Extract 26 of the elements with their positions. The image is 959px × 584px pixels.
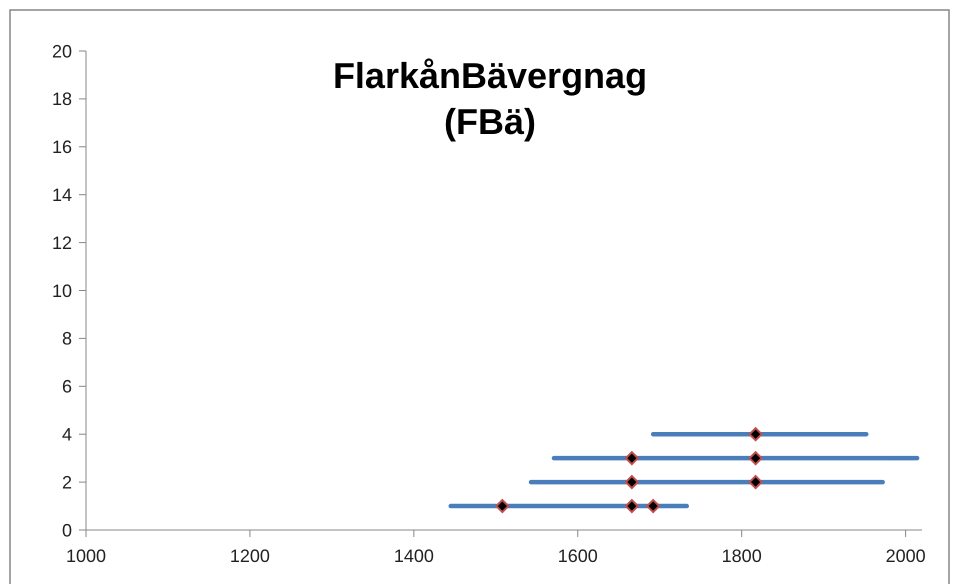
point: [748, 451, 763, 466]
x-tick-label: 1000: [66, 546, 106, 566]
x-tick-label: 1400: [394, 546, 434, 566]
y-tick-label: 4: [62, 424, 72, 444]
y-tick-label: 2: [62, 472, 72, 492]
point: [624, 475, 639, 490]
x-tick-label: 1200: [230, 546, 270, 566]
y-tick-label: 20: [52, 41, 72, 62]
text: FlarkånBävergnag (FBä): [332, 55, 648, 142]
y-tick-label: 14: [52, 185, 72, 205]
y-tick-label: 0: [62, 520, 72, 540]
point: [495, 499, 510, 514]
point: [748, 427, 763, 442]
x-tick-label: 2000: [886, 546, 926, 566]
point: [624, 499, 639, 514]
y-tick-label: 16: [52, 137, 72, 158]
y-tick-label: 10: [52, 280, 72, 301]
y-tick-label: 12: [52, 232, 72, 253]
y-tick-label: 8: [62, 328, 72, 349]
x-tick-label: 1800: [722, 546, 762, 566]
x-tick-label: 1600: [558, 546, 598, 566]
point: [646, 499, 660, 514]
point: [748, 475, 763, 490]
y-tick-label: 18: [52, 89, 72, 110]
y-tick-label: 6: [62, 376, 72, 397]
point: [624, 451, 639, 466]
